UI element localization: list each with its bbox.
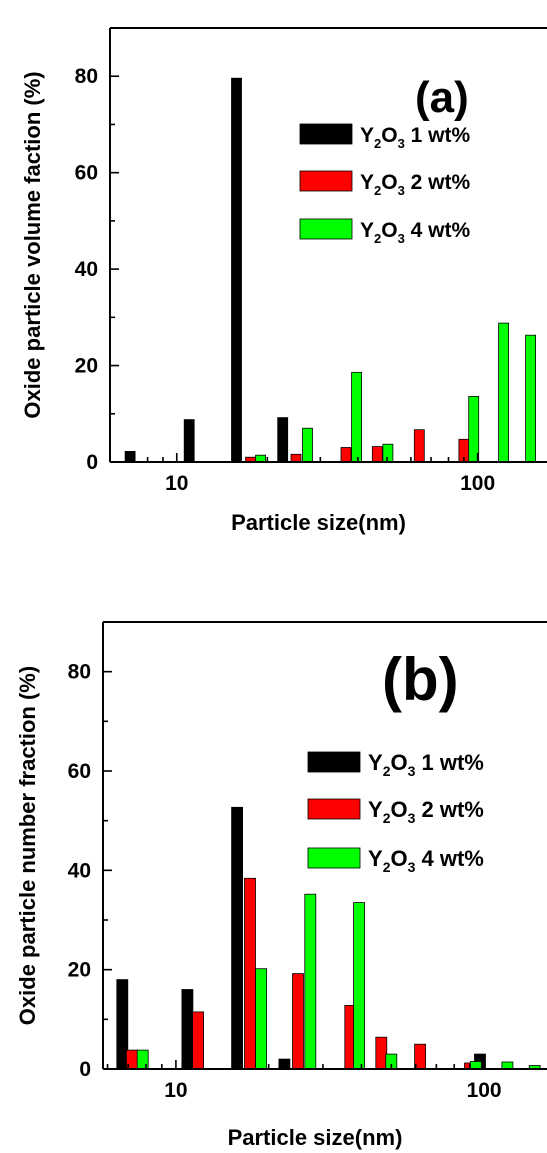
panel-b-bar-s1-3: [231, 806, 244, 1070]
panel-a-bar-s2-5: [413, 429, 425, 463]
legend-text-part: 2 wt%: [415, 797, 483, 822]
panel-b-xtick-label-100: 100: [467, 1079, 502, 1102]
panel-b-bar-s1-2: [181, 989, 194, 1070]
panel-b-bar-s3-4: [353, 902, 366, 1070]
panel-b-legend-swatch-2: [307, 798, 361, 820]
panel-a-legend-swatch-1: [299, 123, 353, 145]
panel-a-bar-s2-3: [340, 447, 352, 463]
legend-text-part: 3: [398, 183, 405, 198]
legend-text-part: 3: [398, 231, 405, 246]
legend-text-part: O: [390, 846, 407, 871]
legend-text-part: 2: [383, 859, 391, 875]
legend-text-part: Y: [360, 219, 374, 242]
legend-text-part: Y: [360, 124, 374, 147]
panel-b-bar-s2-6: [375, 1036, 388, 1070]
panel-a-ytick-label-20: 20: [75, 355, 98, 378]
panel-b-xtick-label-10: 10: [164, 1079, 187, 1102]
legend-text-part: 2: [374, 231, 381, 246]
panel-b-bar-s3-3: [304, 893, 317, 1070]
legend-text-part: O: [390, 750, 407, 775]
panel-b-bar-s3-6: [469, 1061, 482, 1070]
panel-a-bar-s3-4: [382, 443, 394, 463]
legend-text-part: 3: [408, 763, 416, 779]
panel-a-bar-s3-7: [525, 334, 536, 463]
panel-b-bar-s2-4: [292, 973, 304, 1070]
panel-a-xtick-label-100: 100: [460, 472, 495, 495]
panel-a-xtick-label-10: 10: [165, 472, 188, 495]
legend-text-part: 4 wt%: [415, 846, 483, 871]
legend-text-part: Y: [360, 171, 374, 194]
panel-a-bar-s2-4: [371, 446, 383, 463]
panel-b-legend-swatch-3: [307, 847, 361, 869]
panel-b-ytick-label-40: 40: [68, 859, 91, 882]
panel-a-chart: 0 20 40 60 80 10 100 Particle size(nm) Oxide par…: [20, 27, 547, 535]
panel-a-label: (a): [415, 73, 469, 122]
panel-a-bar-s3-2: [302, 427, 313, 463]
panel-b-x-axis-title: Particle size(nm): [228, 1125, 403, 1150]
panel-a-bar-s1-3: [231, 77, 242, 463]
panel-a-legend-swatch-3: [299, 218, 353, 240]
legend-text-part: 3: [408, 810, 416, 826]
panel-b-bar-s2-3: [244, 877, 256, 1070]
panel-b-legend-label-2: Y2O3 2 wt%: [368, 797, 484, 826]
panel-a-bar-s2-2: [290, 453, 302, 463]
legend-text-part: Y: [368, 797, 383, 822]
panel-a-y-axis-title: Oxide particle volume faction (%): [20, 71, 45, 418]
legend-text-part: 2: [383, 810, 391, 826]
legend-text-part: O: [381, 171, 397, 194]
panel-a-legend-label-3: Y2O3 4 wt%: [360, 219, 471, 246]
panel-a-bar-s1-4: [277, 417, 289, 463]
legend-text-part: 1 wt%: [405, 124, 471, 147]
panel-b-legend-label-1: Y2O3 1 wt%: [368, 750, 484, 779]
panel-a-ytick-label-0: 0: [86, 451, 98, 474]
panel-a-bar-s3-5: [468, 395, 480, 463]
legend-text-part: 2: [374, 136, 381, 151]
panel-a-x-axis-title: Particle size(nm): [231, 510, 406, 535]
panel-b-ytick-label-80: 80: [68, 661, 91, 684]
legend-text-part: 3: [408, 859, 416, 875]
panel-a-legend-label-2: Y2O3 2 wt%: [360, 171, 471, 198]
panel-a-bar-s3-3: [351, 371, 363, 463]
panel-b-legend-swatch-1: [307, 751, 361, 773]
panel-b-bar-s1-4: [278, 1058, 291, 1070]
panel-b-ytick-label-20: 20: [68, 959, 91, 982]
legend-text-part: 1 wt%: [415, 750, 483, 775]
legend-text-part: Y: [368, 846, 383, 871]
panel-b-legend-label-3: Y2O3 4 wt%: [368, 846, 484, 875]
legend-text-part: 4 wt%: [405, 219, 471, 242]
legend-text-part: O: [390, 797, 407, 822]
legend-text-part: O: [381, 124, 397, 147]
panel-a-bar-s1-2: [183, 419, 195, 463]
legend-text-part: Y: [368, 750, 383, 775]
legend-text-part: 2: [383, 763, 391, 779]
panel-b-bar-s3-7: [501, 1061, 514, 1070]
legend-text-part: O: [381, 219, 397, 242]
panel-a-bar-s3-1: [255, 454, 267, 463]
legend-text-part: 2: [374, 183, 381, 198]
panel-b-ytick-label-60: 60: [68, 760, 91, 783]
panel-b-bar-s3-2: [255, 968, 268, 1070]
panel-a-bar-s3-6: [498, 322, 510, 463]
panel-a-ytick-label-60: 60: [75, 162, 98, 185]
panel-b-ytick-label-0: 0: [79, 1058, 91, 1081]
panel-b-y-axis-title: Oxide particle number fraction (%): [15, 666, 40, 1025]
panel-a-legend-label-1: Y2O3 1 wt%: [360, 124, 471, 151]
panel-b-label: (b): [382, 646, 459, 713]
legend-text-part: 3: [398, 136, 405, 151]
panel-a-ytick-label-80: 80: [75, 65, 98, 88]
panel-a-legend-swatch-2: [299, 170, 353, 192]
panel-a-ytick-label-40: 40: [75, 258, 98, 281]
legend-text-part: 2 wt%: [405, 171, 471, 194]
panel-b-bar-s2-2: [192, 1011, 205, 1070]
